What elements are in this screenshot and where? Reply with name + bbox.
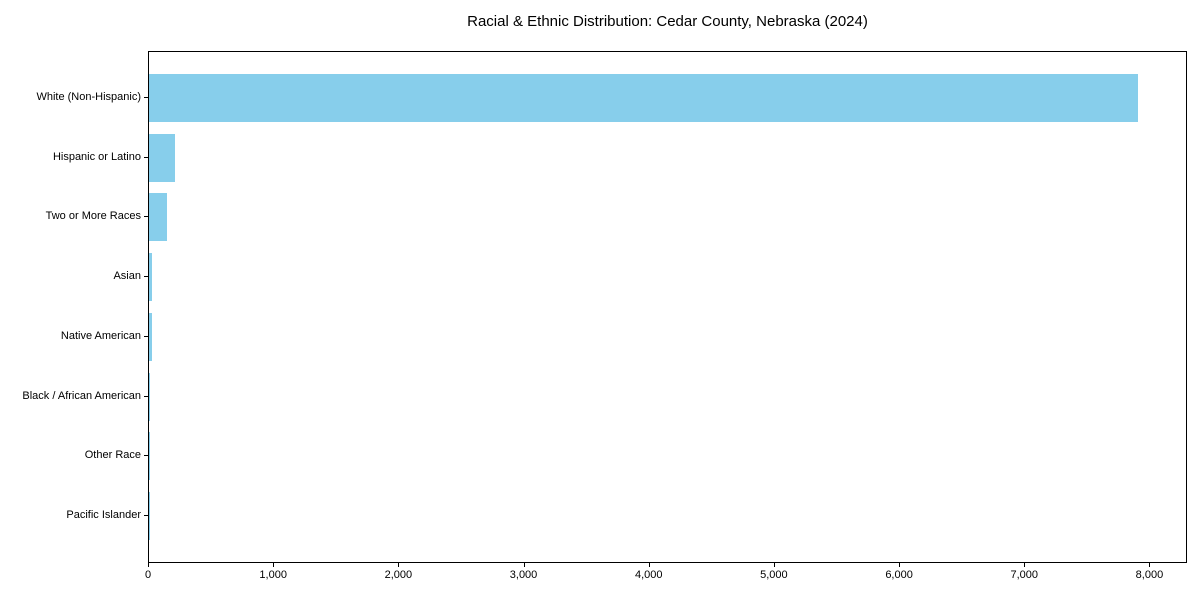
x-tick-mark (523, 563, 525, 567)
y-tick-label: Hispanic or Latino (52, 150, 141, 163)
bar-row (149, 486, 1186, 546)
y-tick-label: Asian (113, 270, 141, 283)
bar-row (149, 307, 1186, 367)
y-tick-label: White (Non-Hispanic) (36, 90, 141, 103)
bar-row (149, 367, 1186, 427)
x-tick-mark (773, 563, 775, 567)
y-tick-label: Native American (60, 329, 141, 342)
x-tick-label: 6,000 (885, 569, 913, 581)
y-tick-mark (144, 455, 148, 457)
x-tick-mark (273, 563, 275, 567)
bar-row (149, 427, 1186, 487)
plot-area (148, 51, 1187, 563)
chart-title: Racial & Ethnic Distribution: Cedar Coun… (467, 13, 868, 30)
x-tick-label: 0 (144, 569, 152, 581)
bar-row (149, 188, 1186, 248)
x-tick-mark (648, 563, 650, 567)
y-tick-mark (144, 156, 148, 158)
x-tick-mark (1149, 563, 1151, 567)
y-tick-label: Two or More Races (45, 210, 141, 223)
y-tick-mark (144, 515, 148, 517)
x-tick-mark (398, 563, 400, 567)
x-tick-label: 7,000 (1010, 569, 1039, 581)
x-tick-label: 4,000 (634, 569, 663, 581)
x-tick-label: 5,000 (760, 569, 788, 581)
bar (149, 432, 150, 481)
bar-row (149, 247, 1186, 307)
bar-row (149, 128, 1186, 188)
x-tick-label: 2,000 (384, 569, 413, 581)
x-tick-mark (899, 563, 901, 567)
bar (149, 312, 152, 361)
bar (149, 253, 153, 302)
bar (149, 133, 176, 182)
y-tick-label: Pacific Islander (66, 509, 141, 522)
bar-row (149, 68, 1186, 128)
y-tick-label: Black / African American (22, 389, 141, 402)
y-tick-label: Other Race (84, 449, 141, 462)
y-tick-mark (144, 216, 148, 218)
y-tick-mark (144, 276, 148, 278)
y-tick-mark (144, 395, 148, 397)
bar (149, 73, 1138, 122)
x-tick-mark (148, 563, 149, 567)
y-tick-mark (144, 335, 148, 337)
y-tick-mark (144, 96, 148, 98)
bar (149, 372, 150, 421)
x-tick-label: 1,000 (259, 569, 287, 581)
x-tick-label: 3,000 (509, 569, 538, 581)
x-tick-mark (1024, 563, 1026, 567)
bar (149, 193, 168, 242)
x-tick-label: 8,000 (1135, 569, 1164, 581)
